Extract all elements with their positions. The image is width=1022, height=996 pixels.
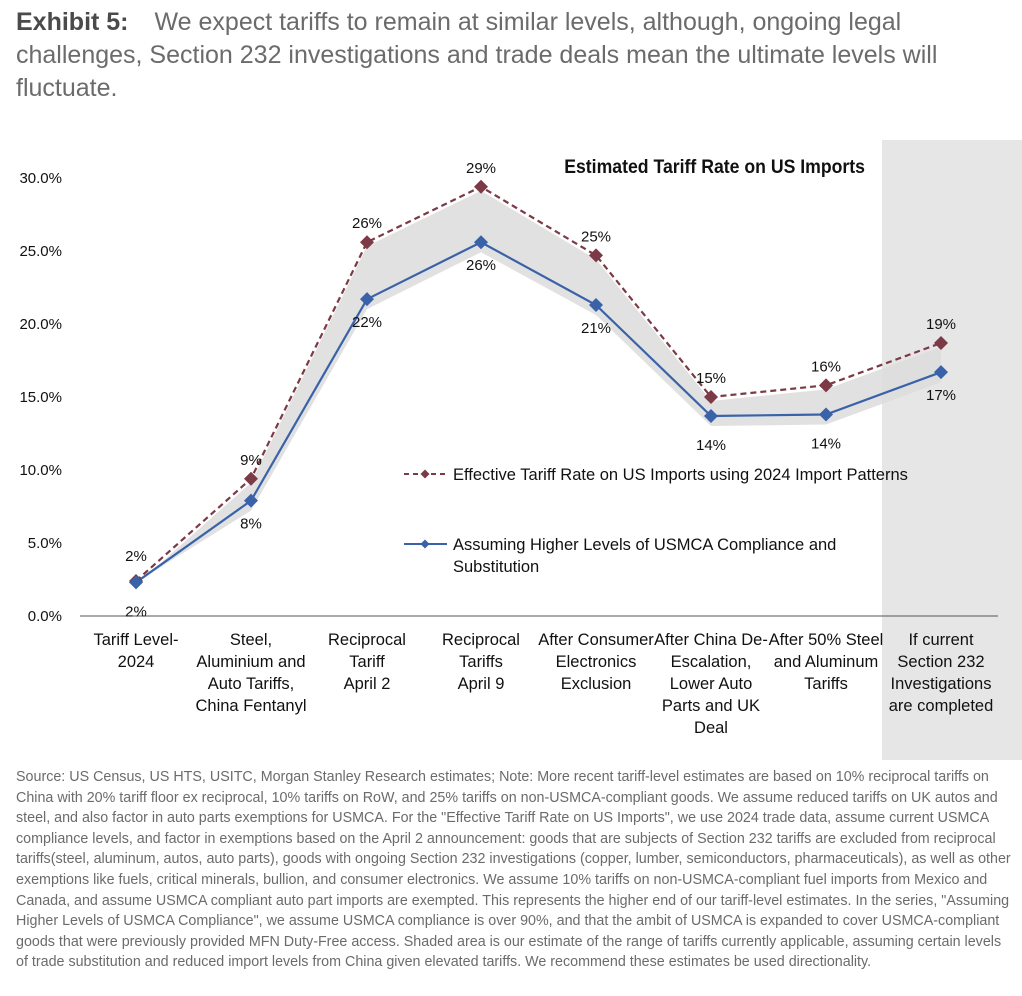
- data-label-series-1: 26%: [352, 215, 382, 232]
- y-tick-label: 0.0%: [28, 608, 62, 625]
- series-1-marker: [819, 378, 833, 393]
- tariff-line-chart: 0.0% 5.0% 10.0% 15.0% 20.0% 25.0% 30.0% Tariff …: [19, 140, 1022, 760]
- data-label-series-2: 17%: [926, 387, 956, 404]
- shaded-range-area: [136, 190, 941, 585]
- data-label-series-1: 19%: [926, 316, 956, 333]
- series-1-marker: [360, 235, 374, 250]
- series-1-marker: [474, 179, 488, 194]
- data-label-series-1: 2%: [125, 548, 147, 565]
- series-1-marker: [589, 248, 603, 263]
- data-label-series-2: 21%: [581, 320, 611, 337]
- legend-marker-1: [420, 469, 430, 479]
- legend-marker-2: [420, 539, 430, 549]
- x-category-label: After 50% Steel and Aluminum Tariffs: [769, 631, 884, 693]
- y-tick-label: 10.0%: [19, 462, 62, 479]
- data-label-series-2: 2%: [125, 603, 147, 620]
- x-category-label: Reciprocal Tariffs April 9: [442, 631, 520, 693]
- y-tick-label: 5.0%: [28, 535, 62, 552]
- x-category-label: After Consumer Electronics Exclusion: [538, 631, 654, 693]
- x-category-label: After China De-Escalation, Lower Auto Part…: [654, 631, 768, 737]
- exhibit-text: We expect tariffs to remain at similar l…: [16, 8, 938, 102]
- series-2-marker: [819, 407, 833, 422]
- series-2-marker: [360, 292, 374, 307]
- source-note: Source: US Census, US HTS, USITC, Morgan…: [16, 769, 1011, 971]
- series-line-2: [135, 240, 942, 584]
- data-label-series-2: 8%: [240, 516, 262, 533]
- chart-title: Estimated Tariff Rate on US Imports: [564, 155, 865, 177]
- series-1-marker: [934, 335, 948, 350]
- series-2-marker: [129, 575, 143, 590]
- exhibit-heading: Exhibit 5: We expect tariffs to remain at…: [16, 6, 1006, 105]
- y-tick-label: 15.0%: [19, 389, 62, 406]
- data-label-series-1: 29%: [466, 160, 496, 177]
- x-category-label: Tariff Level-2024: [94, 631, 179, 671]
- series-1-marker: [244, 471, 258, 486]
- y-tick-label: 20.0%: [19, 316, 62, 333]
- x-category-label: Steel, Aluminium and Auto Tariffs, China Fe…: [196, 631, 307, 715]
- series-2-marker: [244, 493, 258, 508]
- series-2-marker: [589, 298, 603, 313]
- data-label-series-2: 26%: [466, 257, 496, 274]
- data-label-series-2: 14%: [696, 437, 726, 454]
- data-label-series-1: 9%: [240, 452, 262, 469]
- series-1-marker: [704, 390, 718, 404]
- x-category-label: Reciprocal Tariff April 2: [328, 631, 406, 693]
- series-2-marker: [474, 235, 488, 250]
- exhibit-label: Exhibit 5:: [16, 8, 129, 36]
- highlight-column: [882, 140, 1022, 760]
- y-tick-label: 25.0%: [19, 243, 62, 260]
- x-category-label: If current Section 232 Investigations are c…: [889, 631, 994, 715]
- y-tick-label: 30.0%: [19, 170, 62, 187]
- series-2-marker: [934, 365, 948, 380]
- series-line-1: [135, 185, 942, 582]
- data-label-series-1: 25%: [581, 228, 611, 245]
- data-label-series-1: 15%: [696, 370, 726, 387]
- legend-label-1: Effective Tariff Rate on US Imports usin…: [453, 466, 908, 484]
- data-label-series-1: 16%: [811, 358, 841, 375]
- data-label-series-2: 14%: [811, 436, 841, 453]
- legend-label-2: Assuming Higher Levels of USMCA Complian…: [453, 536, 836, 576]
- data-label-series-2: 22%: [352, 314, 382, 331]
- series-2-marker: [704, 408, 718, 423]
